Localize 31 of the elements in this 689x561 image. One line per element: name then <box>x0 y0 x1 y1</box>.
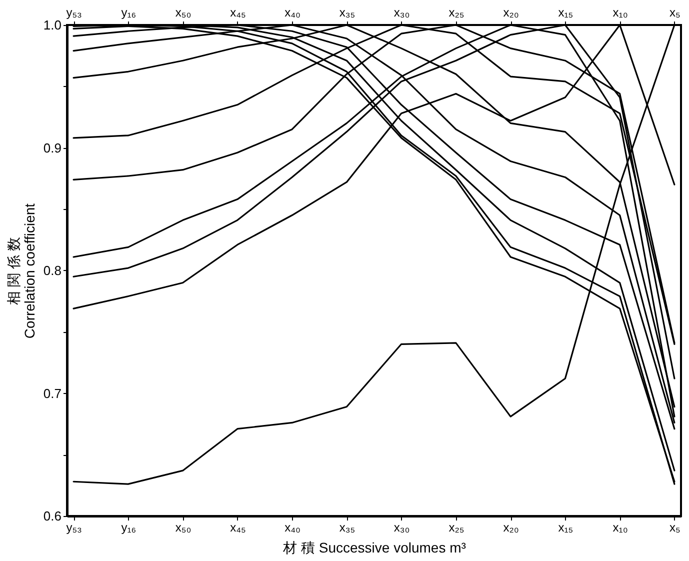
category-label: x₁₅ <box>558 6 574 20</box>
y-tick-label: 1.0 <box>43 18 62 32</box>
category-label: y₁₆ <box>121 6 136 20</box>
x-tick-label: x₅₀ <box>175 520 192 534</box>
category-label: x₅ <box>670 6 680 20</box>
category-label: x₄₅ <box>230 6 246 20</box>
x-tick-label: x₅ <box>670 520 681 534</box>
category-label: x₁₀ <box>612 6 628 20</box>
x-axis-title: 材 積 Successive volumes m³ <box>282 540 466 556</box>
y-tick-label: 0.9 <box>43 140 62 156</box>
y-tick-label: 0.6 <box>43 508 62 524</box>
y-axis-title: 相 関 係 数 Correlation coefficient <box>5 203 38 339</box>
category-label: x₂₀ <box>503 6 519 20</box>
x-tick-label: x₄₀ <box>284 520 301 534</box>
y-tick-label: 0.8 <box>43 263 62 278</box>
category-label: x₄₀ <box>284 6 301 20</box>
x-tick-label: x₃₀ <box>394 520 410 534</box>
category-label: x₅₀ <box>175 6 192 20</box>
x-tick-label: x₁₀ <box>612 520 628 534</box>
x-tick-label: y₅₃ <box>66 520 82 534</box>
x-tick-label: x₄₅ <box>230 520 246 534</box>
x-tick-label: x₁₅ <box>558 520 574 534</box>
x-tick-label: x₂₀ <box>503 520 519 534</box>
category-label: x₂₅ <box>448 6 464 20</box>
y-tick-label: 0.7 <box>43 386 62 401</box>
x-tick-label: x₃₅ <box>339 520 356 534</box>
category-label: x₃₅ <box>339 6 356 20</box>
x-tick-label: x₂₅ <box>448 520 464 534</box>
category-label: y₅₃ <box>66 6 82 20</box>
x-tick-label: y₁₆ <box>121 520 136 534</box>
category-label: x₃₀ <box>394 6 410 20</box>
